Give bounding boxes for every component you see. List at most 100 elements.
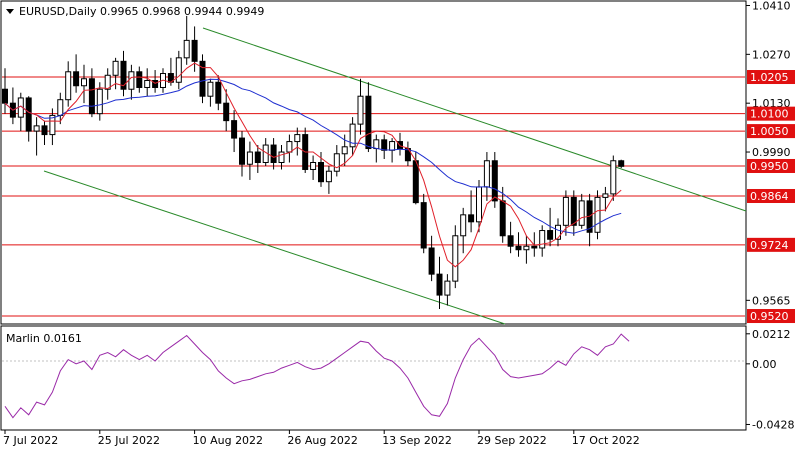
- oscillator-axis: 0.0212 0.00 -0.0428: [746, 328, 794, 431]
- dropdown-triangle-icon[interactable]: [6, 9, 14, 14]
- candle-body: [539, 230, 546, 249]
- time-tick-label: 13 Sep 2022: [382, 434, 452, 447]
- candle-body: [412, 160, 419, 204]
- candle-body: [578, 200, 585, 226]
- candle-body: [365, 95, 372, 150]
- candle-body: [389, 141, 396, 151]
- marlin-oscillator-line: [4, 333, 630, 419]
- candle-body: [547, 230, 554, 240]
- oscillator-tick-label: -0.0428: [752, 418, 794, 431]
- candle-body: [144, 80, 151, 88]
- candle-body: [555, 224, 561, 240]
- candle-body: [112, 60, 119, 76]
- level-tag: [747, 70, 795, 85]
- candle-body: [444, 280, 451, 296]
- candle-body: [65, 71, 72, 101]
- candle-body: [602, 193, 609, 198]
- candle-body: [610, 160, 617, 195]
- candle-body: [507, 235, 514, 247]
- candle-body: [428, 247, 435, 275]
- candle-body: [104, 74, 111, 90]
- candle-body: [246, 151, 253, 165]
- candle-body: [231, 120, 238, 139]
- candle-body: [175, 57, 182, 83]
- price-tick-label: 1.0270: [752, 48, 791, 61]
- candle-body: [120, 60, 127, 90]
- time-tick-label: 17 Oct 2022: [572, 434, 640, 447]
- level-tag-label: 1.0100: [750, 108, 789, 121]
- candle-body: [515, 245, 522, 251]
- candle-body: [239, 137, 245, 165]
- level-tag: [747, 158, 795, 173]
- level-tag: [747, 106, 795, 121]
- price-tick-label: 0.9990: [752, 146, 791, 159]
- time-axis: 7 Jul 2022 25 Jul 2022 10 Aug 2022 26 Aug 2…: [3, 430, 640, 447]
- level-tag-label: 1.0050: [750, 125, 789, 138]
- level-tag: [747, 237, 795, 252]
- time-tick-label: 29 Sep 2022: [477, 434, 547, 447]
- candle-body: [523, 245, 530, 251]
- candle-body: [286, 141, 293, 153]
- time-tick-label: 7 Jul 2022: [3, 434, 58, 447]
- candle-body: [318, 162, 324, 183]
- candle-body: [57, 99, 64, 116]
- candle-body: [349, 123, 356, 148]
- candle-body: [2, 88, 8, 104]
- level-tag: [747, 124, 795, 139]
- candle-body: [325, 170, 332, 183]
- moving-average-fast: [4, 62, 622, 268]
- candle-body: [460, 214, 467, 237]
- candle-body: [357, 95, 364, 125]
- candle-body: [81, 78, 87, 87]
- candle-body: [223, 102, 230, 122]
- candle-body: [73, 71, 80, 87]
- candle-body: [420, 202, 427, 249]
- candle-body: [341, 146, 348, 155]
- candle-body: [468, 214, 475, 223]
- candle-body: [310, 162, 317, 170]
- time-tick-label: 25 Jul 2022: [98, 434, 160, 447]
- candle-body: [570, 196, 577, 226]
- candle-body: [436, 273, 443, 296]
- level-tag: [747, 309, 795, 324]
- level-tag-label: 0.9724: [750, 239, 789, 252]
- candle-body: [136, 71, 143, 88]
- candle-body: [452, 235, 459, 282]
- candle-body: [207, 81, 214, 97]
- candle-body: [41, 125, 48, 136]
- time-tick-label: 10 Aug 2022: [193, 434, 263, 447]
- channel-upper-line: [202, 27, 747, 212]
- level-tag-label: 0.9950: [750, 160, 789, 173]
- candle-body: [483, 160, 490, 188]
- candle-body: [128, 71, 135, 90]
- candle-body: [25, 97, 32, 132]
- price-tick-label: 0.9565: [752, 294, 791, 307]
- candle-body: [491, 160, 498, 202]
- level-price-tags: 1.0205 1.0100 1.0050 0.9950 0.9864 0.9724 0.95…: [747, 70, 795, 324]
- channel-lower-line: [43, 170, 506, 325]
- candle-body: [152, 80, 159, 88]
- level-tag-label: 0.9864: [750, 190, 789, 203]
- candle-body: [88, 78, 95, 115]
- time-tick-label: 26 Aug 2022: [287, 434, 357, 447]
- candle-body: [476, 186, 482, 223]
- candle-body: [278, 151, 285, 163]
- level-tag-label: 1.0205: [750, 71, 789, 84]
- candle-body: [618, 160, 625, 167]
- level-tag: [747, 188, 795, 203]
- symbol-header: EURUSD,Daily 0.9965 0.9968 0.9944 0.9949: [19, 5, 264, 18]
- candle-body: [183, 39, 190, 59]
- candle-body: [49, 114, 56, 136]
- trend-channel: [43, 27, 747, 325]
- oscillator-tick-label: 0.00: [752, 358, 777, 371]
- candle-body: [373, 139, 380, 150]
- candle-body: [381, 139, 388, 151]
- oscillator-header: Marlin 0.0161: [6, 332, 82, 345]
- candle-body: [294, 134, 301, 143]
- candle-body: [96, 88, 103, 115]
- candle-body: [270, 144, 277, 164]
- oscillator-panel-frame: [0, 325, 747, 431]
- candle-body: [215, 81, 222, 104]
